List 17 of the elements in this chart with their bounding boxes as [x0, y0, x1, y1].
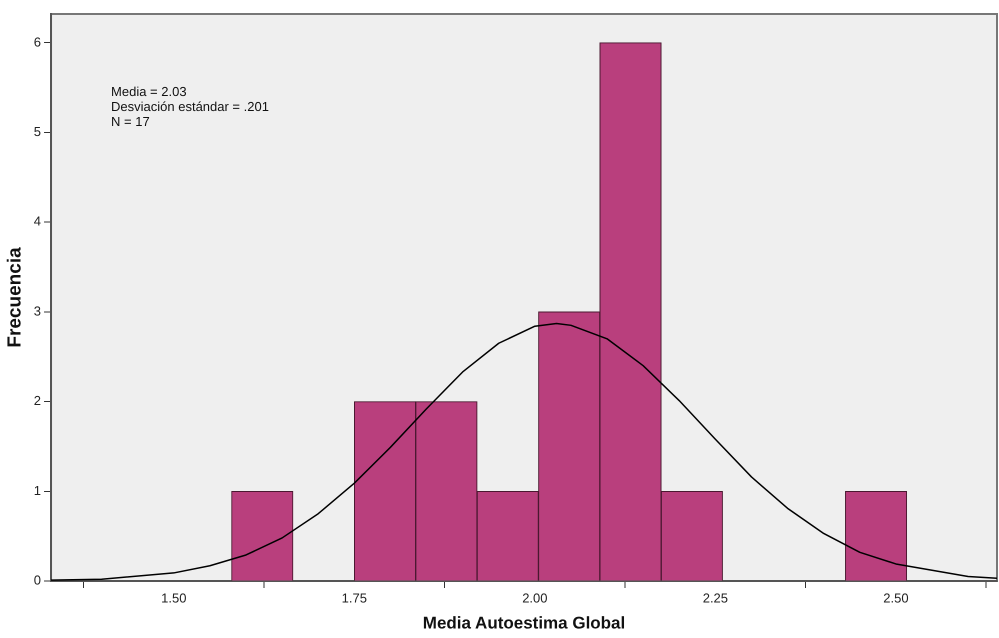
y-tick-label: 4 [34, 214, 42, 229]
y-tick-label: 6 [34, 34, 42, 50]
annotation: N = 17 [111, 114, 150, 130]
annotation: Media = 2.03 [111, 84, 187, 100]
x-tick-label: 2.00 [522, 590, 548, 606]
y-tick-label: 3 [34, 303, 42, 318]
y-tick-label: 1 [34, 482, 42, 498]
y-axis-title: Frecuencia [4, 246, 26, 348]
y-tick-label: 5 [34, 124, 42, 139]
x-tick-label: 2.50 [883, 590, 909, 606]
annotation: Desviación estándar = .201 [111, 99, 269, 114]
x-tick-label: 1.50 [161, 590, 186, 606]
x-tick-label: 2.25 [702, 590, 728, 606]
y-tick-label: 0 [34, 572, 42, 588]
x-tick-label: 1.75 [342, 590, 367, 606]
x-axis-title: Media Autoestima Global [422, 613, 626, 632]
y-tick-label: 2 [34, 393, 42, 408]
